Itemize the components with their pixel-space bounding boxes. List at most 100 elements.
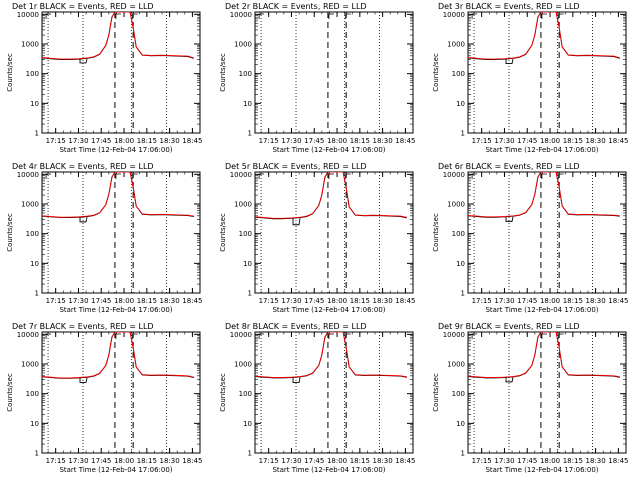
x-tick-label: 18:00 (114, 457, 134, 465)
x-tick-label: 18:15 (563, 457, 583, 465)
chart-title: Det 4r BLACK = Events, RED = LLD (12, 162, 154, 171)
chart-title: Det 5r BLACK = Events, RED = LLD (225, 162, 367, 171)
y-tick-label: 100 (452, 230, 465, 238)
detector-chart-svg: Det 6r BLACK = Events, RED = LLD 1 10 100 10… (432, 162, 628, 314)
x-tick-label: 18:30 (160, 457, 180, 465)
events-dip-segment (292, 218, 301, 226)
detector-chart-svg: Det 8r BLACK = Events, RED = LLD 1 10 100 10… (219, 322, 415, 474)
x-tick-label: 18:30 (373, 457, 393, 465)
y-tick-label: 10 (456, 260, 465, 268)
y-axis-label: Counts/sec (219, 213, 227, 252)
state-marker-glyph (258, 13, 265, 19)
y-tick-label: 100 (239, 390, 252, 398)
y-axis-label: Counts/sec (432, 53, 440, 92)
x-tick-label: 18:00 (327, 297, 347, 305)
x-tick-label: 17:30 (281, 137, 301, 145)
y-tick-label: 1000 (234, 361, 252, 369)
chart-title: Det 9r BLACK = Events, RED = LLD (438, 322, 580, 331)
x-tick-label: 18:45 (182, 297, 202, 305)
chart-title: Det 2r BLACK = Events, RED = LLD (225, 2, 367, 11)
x-tick-label: 18:45 (608, 297, 628, 305)
y-tick-label: 10000 (443, 331, 465, 339)
x-tick-label: 18:15 (350, 137, 370, 145)
x-tick-label: 18:00 (327, 137, 347, 145)
detector-panel-5: Det 5r BLACK = Events, RED = LLD 1 10 100 10… (213, 160, 426, 320)
x-axis-label: Start Time (12-Feb-04 17:06:00) (272, 146, 385, 154)
y-tick-label: 10000 (443, 171, 465, 179)
x-tick-label: 17:45 (304, 457, 324, 465)
lld-series-line (255, 332, 407, 378)
x-tick-label: 18:00 (540, 297, 560, 305)
y-axis-label: Counts/sec (432, 213, 440, 252)
state-marker-glyph (258, 333, 265, 339)
y-tick-label: 1 (35, 450, 39, 458)
x-tick-label: 17:15 (472, 457, 492, 465)
detector-panel-1: Det 1r BLACK = Events, RED = LLD 1 10 100 10… (0, 0, 213, 160)
x-tick-label: 17:30 (494, 457, 514, 465)
detector-chart-svg: Det 1r BLACK = Events, RED = LLD 1 10 100 10… (6, 2, 202, 154)
y-tick-label: 10 (243, 260, 252, 268)
plot-frame (254, 11, 414, 134)
y-axis-label: Counts/sec (6, 53, 14, 92)
x-tick-label: 17:45 (517, 457, 537, 465)
y-tick-label: 1 (248, 130, 252, 138)
x-tick-label: 18:45 (608, 457, 628, 465)
x-tick-label: 17:15 (472, 137, 492, 145)
x-tick-label: 18:15 (137, 137, 157, 145)
x-tick-label: 18:30 (586, 297, 606, 305)
state-marker-glyph (115, 173, 121, 179)
y-tick-label: 1 (248, 450, 252, 458)
y-tick-label: 100 (239, 70, 252, 78)
y-tick-label: 10 (30, 260, 39, 268)
x-tick-label: 18:15 (563, 137, 583, 145)
state-marker-glyph (115, 333, 121, 339)
events-dip-segment (79, 217, 88, 223)
state-marker-glyph (345, 173, 351, 179)
x-tick-label: 18:45 (608, 137, 628, 145)
state-marker-glyph (541, 333, 547, 339)
x-tick-label: 18:30 (160, 137, 180, 145)
x-tick-label: 17:30 (281, 457, 301, 465)
x-tick-label: 18:30 (160, 297, 180, 305)
chart-title: Det 1r BLACK = Events, RED = LLD (12, 2, 154, 11)
x-tick-label: 18:30 (586, 137, 606, 145)
x-tick-label: 17:45 (91, 137, 111, 145)
y-axis-label: Counts/sec (432, 373, 440, 412)
state-marker-glyph (558, 173, 564, 179)
chart-title: Det 7r BLACK = Events, RED = LLD (12, 322, 154, 331)
detector-panel-3: Det 3r BLACK = Events, RED = LLD 1 10 100 10… (426, 0, 639, 160)
y-axis-label: Counts/sec (6, 373, 14, 412)
x-axis-label: Start Time (12-Feb-04 17:06:00) (272, 466, 385, 474)
plot-frame (467, 331, 627, 454)
x-tick-label: 17:45 (91, 297, 111, 305)
detector-chart-svg: Det 5r BLACK = Events, RED = LLD 1 10 100 10… (219, 162, 415, 314)
events-series-line (255, 332, 407, 379)
chart-title: Det 6r BLACK = Events, RED = LLD (438, 162, 580, 171)
chart-title: Det 3r BLACK = Events, RED = LLD (438, 2, 580, 11)
state-marker-glyph (45, 13, 52, 19)
x-axis-label: Start Time (12-Feb-04 17:06:00) (272, 306, 385, 314)
y-tick-label: 1000 (447, 361, 465, 369)
x-tick-label: 17:45 (304, 297, 324, 305)
detector-panel-6: Det 6r BLACK = Events, RED = LLD 1 10 100 10… (426, 160, 639, 320)
y-axis-label: Counts/sec (219, 53, 227, 92)
events-dip-segment (505, 216, 514, 222)
events-series-line (255, 172, 408, 220)
y-tick-label: 1 (461, 130, 465, 138)
state-marker-glyph (471, 173, 478, 179)
lld-series-line (255, 172, 408, 219)
x-tick-label: 18:15 (350, 297, 370, 305)
x-tick-label: 18:00 (114, 137, 134, 145)
events-dip-segment (79, 58, 88, 64)
events-dip-segment (505, 377, 514, 383)
x-axis-label: Start Time (12-Feb-04 17:06:00) (485, 146, 598, 154)
state-marker-glyph (541, 173, 547, 179)
x-tick-label: 17:45 (91, 457, 111, 465)
x-tick-label: 17:15 (472, 297, 492, 305)
y-tick-label: 100 (239, 230, 252, 238)
x-tick-label: 17:30 (68, 137, 88, 145)
x-tick-label: 17:45 (304, 137, 324, 145)
y-tick-label: 10 (243, 420, 252, 428)
y-tick-label: 100 (26, 390, 39, 398)
detector-panel-8: Det 8r BLACK = Events, RED = LLD 1 10 100 10… (213, 320, 426, 480)
